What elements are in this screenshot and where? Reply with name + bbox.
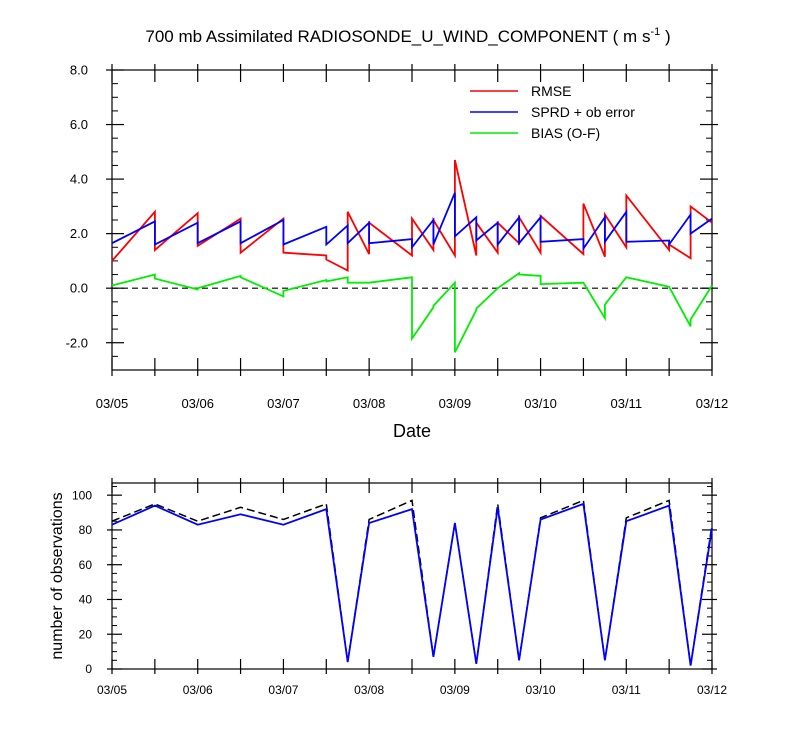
bottom-x-tick-label: 03/12 [697,683,727,697]
top-x-axis-label: Date [393,421,431,441]
bottom-y-tick-label: 0 [85,662,92,676]
top-series-line-bias-o-f [111,271,713,353]
bottom-series-line-used [111,502,713,666]
bottom-x-tick-labels: 03/05 03/06 03/07 03/08 03/09 03/10 03/11 03/12 [97,683,727,697]
top-y-tick-label: 0.0 [70,281,88,296]
bottom-x-tick-label: 03/06 [183,683,213,697]
top-series-group [111,159,713,353]
top-y-tick-label: 2.0 [70,226,88,241]
top-y-tick-label: 6.0 [70,117,88,132]
legend-bias-label: BIAS (O-F) [531,125,600,141]
bottom-y-tick-label: 80 [79,523,93,537]
top-y-tick-label: 4.0 [70,172,88,187]
bottom-x-tick-label: 03/08 [354,683,384,697]
legend-sprd-label: SPRD + ob error [531,104,635,120]
top-x-tick-label: 03/11 [610,396,642,411]
bottom-y-tick-label: 40 [79,593,93,607]
bottom-y-tick-label: 60 [79,558,93,572]
top-x-tick-label: 03/12 [696,396,729,411]
bottom-x-tick-label: 03/05 [97,683,127,697]
legend-rmse-label: RMSE [531,83,571,99]
bottom-x-tick-label: 03/10 [526,683,556,697]
top-x-tick-labels: 03/05 03/06 03/07 03/08 03/09 03/10 03/11 03/12 [96,396,729,411]
top-x-tick-label: 03/08 [353,396,386,411]
top-x-tick-label: 03/05 [96,396,129,411]
top-axis-ticks [106,64,718,376]
top-x-tick-label: 03/10 [524,396,557,411]
bottom-x-tick-label: 03/09 [440,683,470,697]
bottom-axis-ticks [107,478,717,674]
top-y-tick-label: -2.0 [66,335,88,350]
bottom-series-line-possible [111,499,713,666]
top-x-tick-label: 03/06 [181,396,214,411]
bottom-x-tick-label: 03/07 [268,683,298,697]
title-superscript: -1 [650,26,660,38]
top-series-line-sprd-ob-error [111,192,713,252]
bottom-y-tick-label: 100 [72,488,92,502]
top-y-tick-label: 8.0 [70,63,88,78]
bottom-series-group [111,499,713,666]
legend: RMSE SPRD + ob error BIAS (O-F) [470,83,635,141]
top-chart-title: 700 mb Assimilated RADIOSONDE_U_WIND_COM… [145,26,670,46]
bottom-y-tick-labels: 0 20 40 60 80 100 [72,488,92,676]
bottom-y-axis-label: number of observations [49,492,66,659]
title-main-text: 700 mb Assimilated RADIOSONDE_U_WIND_COM… [145,27,650,46]
title-end-text: ) [660,27,670,46]
bottom-x-tick-label: 03/11 [612,683,641,697]
top-series-line-rmse [111,159,713,272]
top-x-tick-label: 03/07 [267,396,300,411]
bottom-y-tick-label: 20 [79,627,93,641]
top-y-tick-labels: -2.0 0.0 2.0 4.0 6.0 8.0 [66,63,88,351]
top-x-tick-label: 03/09 [439,396,472,411]
